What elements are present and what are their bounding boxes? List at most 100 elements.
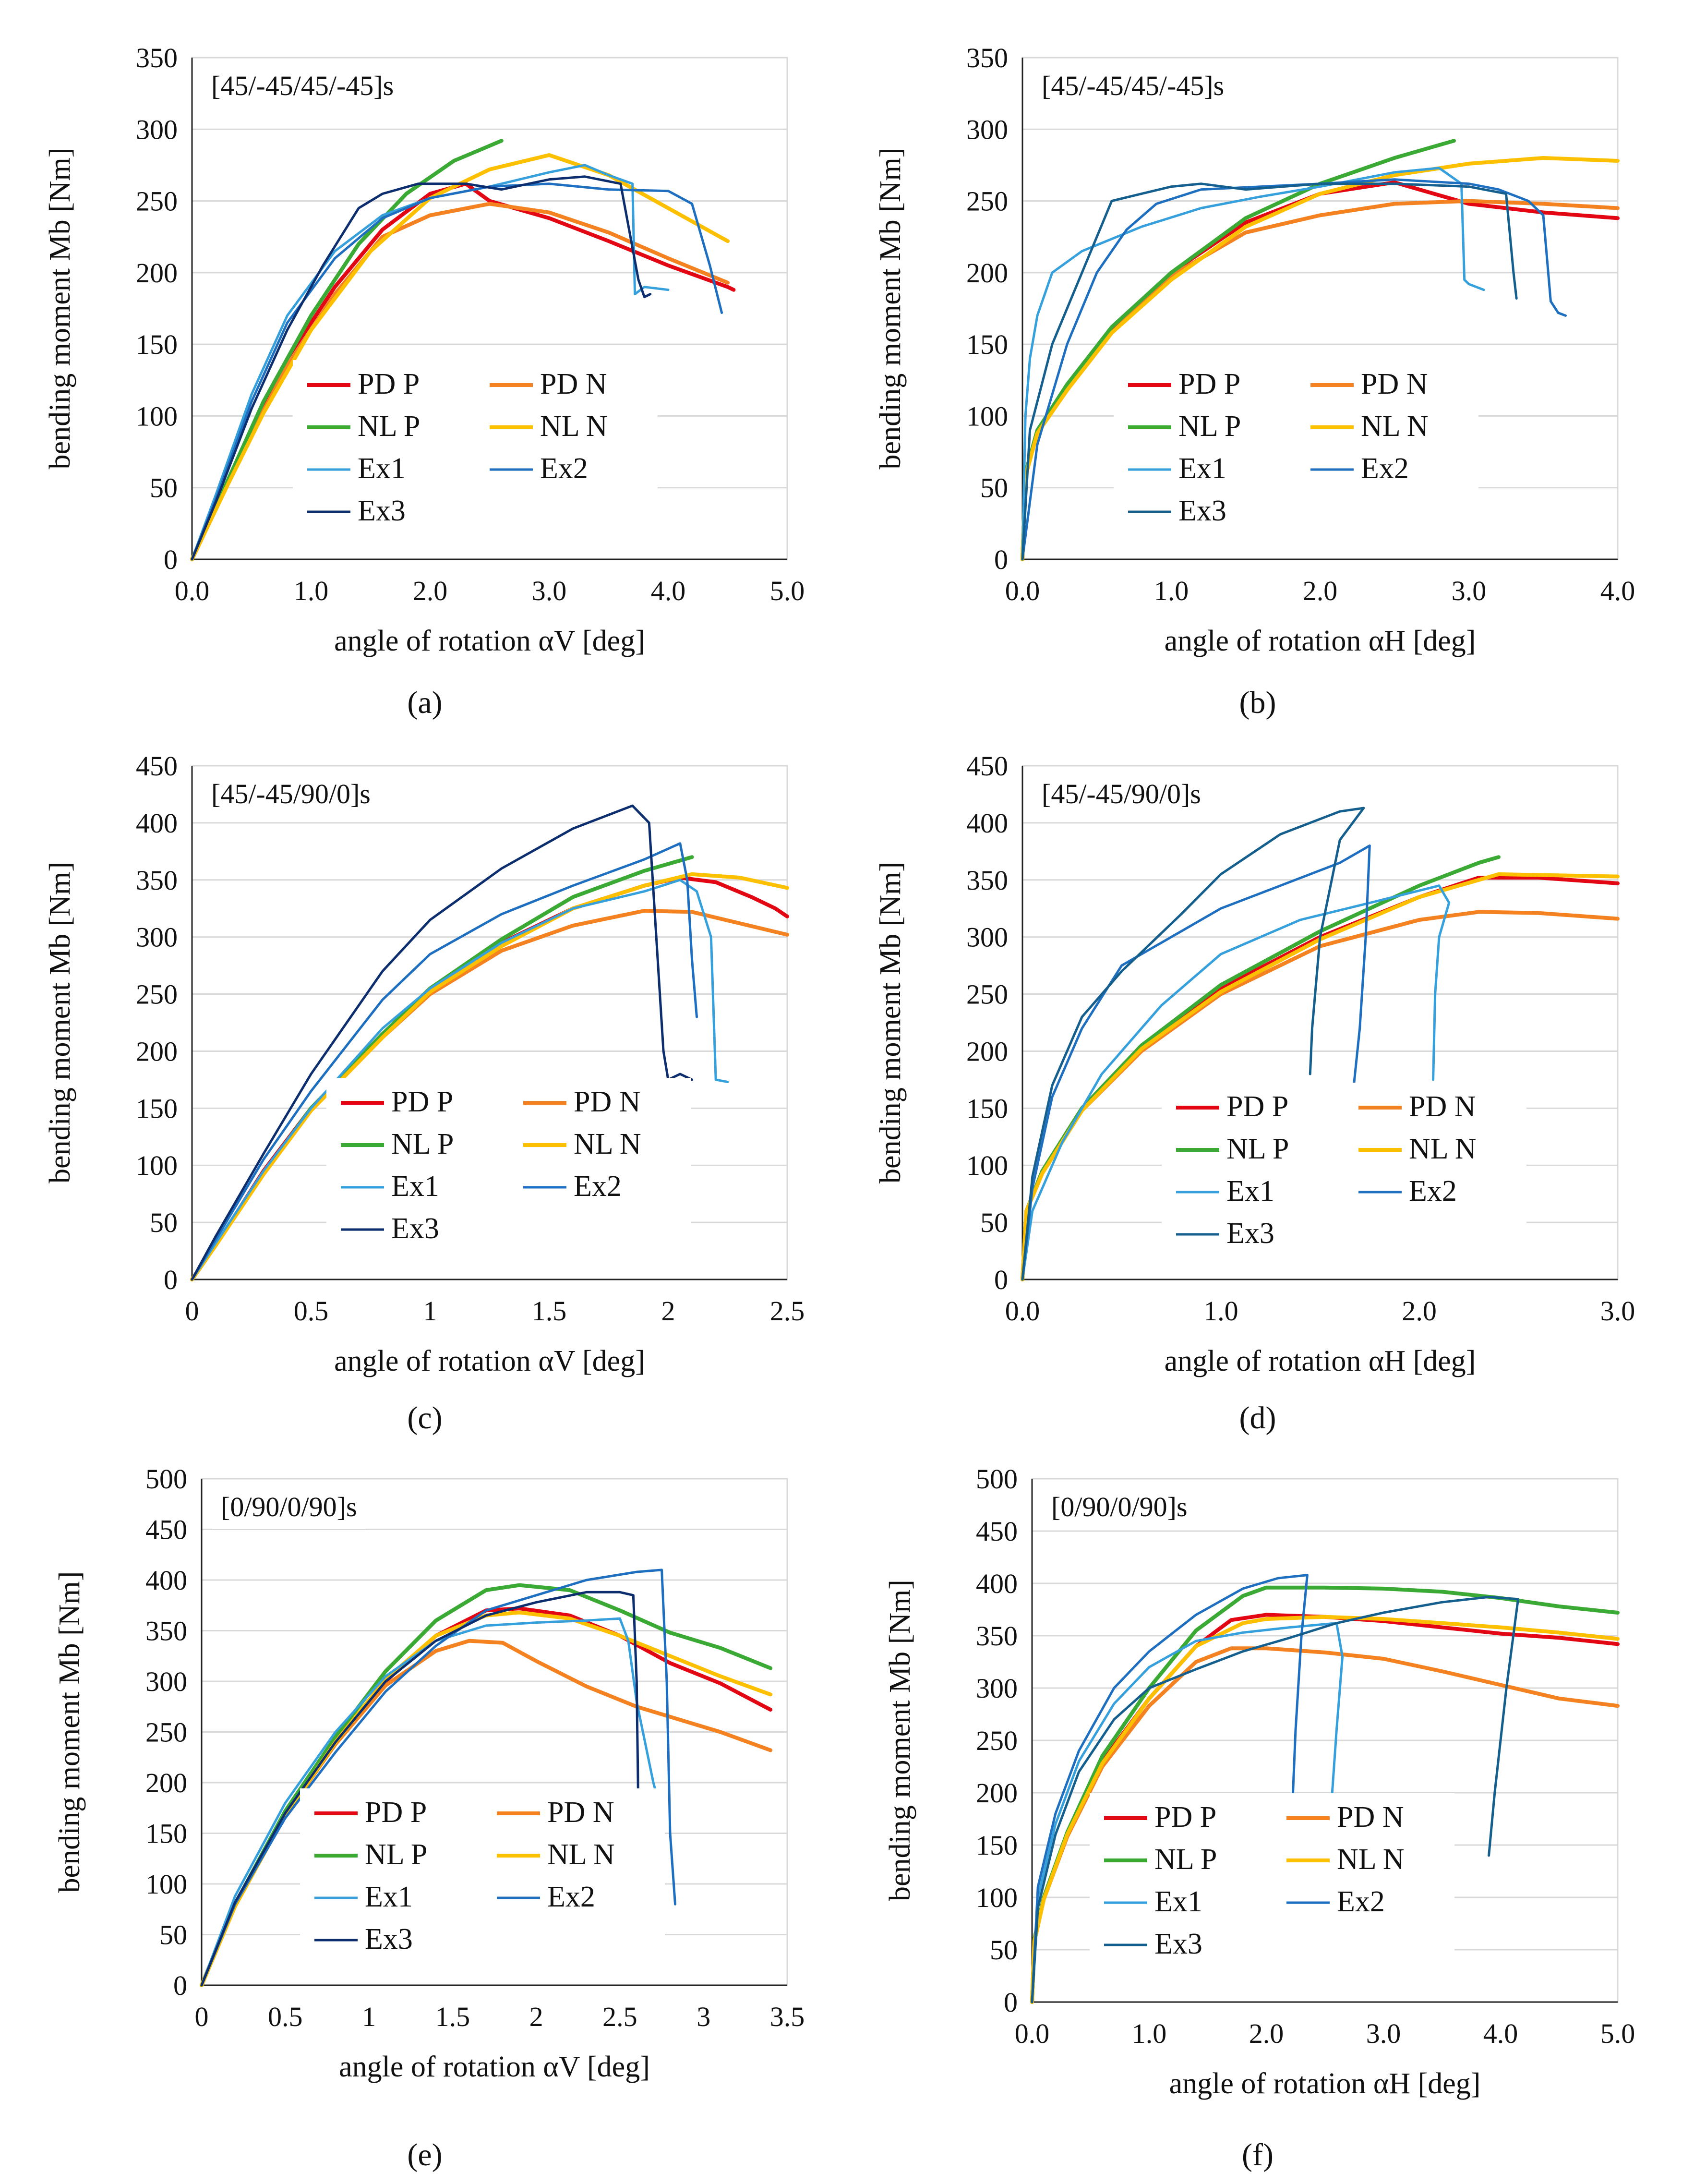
panel-label: (c) <box>407 1400 442 1436</box>
y-tick-label: 0 <box>994 1264 1008 1295</box>
legend-label: NL N <box>547 1838 615 1871</box>
x-tick-label: 0.0 <box>175 575 210 606</box>
y-tick-label: 250 <box>145 1717 187 1748</box>
y-axis-label: bending moment Mb [Nm] <box>44 862 76 1183</box>
y-tick-label: 300 <box>136 922 178 953</box>
x-tick-label: 2.5 <box>602 2001 637 2032</box>
y-tick-label: 150 <box>966 329 1008 360</box>
legend-label: Ex3 <box>391 1212 439 1245</box>
legend-label: Ex2 <box>574 1170 622 1203</box>
legend-label: PD P <box>1178 368 1240 400</box>
legend-label: Ex2 <box>547 1881 595 1913</box>
legend-label: PD P <box>391 1086 453 1118</box>
y-tick-label: 100 <box>966 400 1008 432</box>
x-tick-label: 4.0 <box>1600 575 1635 606</box>
y-tick-label: 350 <box>136 42 178 73</box>
legend-label: NL N <box>1337 1843 1405 1876</box>
legend-label: NL N <box>1409 1133 1477 1165</box>
legend-label: PD P <box>1154 1801 1216 1834</box>
legend-background <box>326 1078 691 1261</box>
y-tick-label: 200 <box>966 1036 1008 1067</box>
x-tick-label: 3.0 <box>1366 2018 1401 2049</box>
chart-title-background <box>1043 1488 1196 1529</box>
legend: PD P PD N NL P NL N Ex1 Ex2 Ex3 <box>326 1078 691 1261</box>
series-line-ex1 <box>1021 167 1485 561</box>
legend: PD P PD N NL P NL N Ex1 Ex2 Ex3 <box>300 1788 665 1972</box>
panel-label: (d) <box>1239 1400 1276 1436</box>
x-tick-label: 3.5 <box>770 2001 805 2032</box>
y-tick-label: 200 <box>136 1036 178 1067</box>
series-line-ex3 <box>200 1591 640 1987</box>
x-axis-label: angle of rotation αV [deg] <box>334 625 645 657</box>
x-tick-label: 3.0 <box>1600 1295 1635 1327</box>
legend-label: Ex3 <box>365 1923 413 1955</box>
legend-label: PD P <box>365 1796 427 1829</box>
y-tick-label: 0 <box>1004 1987 1018 2018</box>
chart-title: [0/90/0/90]s <box>1051 1491 1188 1522</box>
y-tick-label: 50 <box>159 1919 187 1951</box>
chart-panel-f: 0 50 100 150 200 250 300 350 400 450 500 0.0 1.0 2.0 3… <box>884 1463 1635 2172</box>
x-tick-label: 0.0 <box>1005 575 1040 606</box>
series-line-ex3 <box>191 175 652 561</box>
x-tick-label: 1 <box>362 2001 376 2032</box>
chart-title-background <box>203 67 403 108</box>
y-axis-label: bending moment Mb [Nm] <box>874 148 907 470</box>
panel-label: (a) <box>407 685 442 720</box>
chart-panel-a: 0 50 100 150 200 250 300 350 0.0 1.0 2.0 3.0 4.0 5.0 a… <box>44 42 805 720</box>
y-tick-label: 300 <box>976 1673 1018 1704</box>
legend-label: PD N <box>547 1796 614 1829</box>
series-line-ex1 <box>1021 884 1451 1281</box>
x-tick-label: 4.0 <box>1483 2018 1518 2049</box>
legend-label: PD P <box>1226 1090 1288 1123</box>
x-axis-label: angle of rotation αV [deg] <box>334 1345 645 1377</box>
legend: PD P PD N NL P NL N Ex1 Ex2 Ex3 <box>1114 360 1478 543</box>
x-tick-label: 1.0 <box>1132 2018 1167 2049</box>
y-tick-label: 150 <box>145 1818 187 1849</box>
legend-label: Ex1 <box>391 1170 439 1203</box>
y-tick-label: 450 <box>976 1516 1018 1547</box>
legend-background <box>1114 360 1478 543</box>
series-line-nl-p <box>190 139 504 561</box>
y-tick-label: 300 <box>136 114 178 145</box>
y-axis-label: bending moment Mb [Nm] <box>44 148 76 470</box>
series-line-nl-n <box>1030 1615 1620 2004</box>
y-tick-label: 150 <box>976 1830 1018 1861</box>
chart-panel-e: 0 50 100 150 200 250 300 350 400 450 500 0 0.5 1 1.5 2 2… <box>53 1463 805 2172</box>
legend-label: NL P <box>1154 1843 1217 1876</box>
y-tick-label: 250 <box>966 186 1008 217</box>
x-tick-label: 2.0 <box>1249 2018 1284 2049</box>
series-line-ex3 <box>1031 1595 1520 2003</box>
y-tick-label: 400 <box>136 808 178 839</box>
panel-label: (e) <box>407 2137 442 2172</box>
series-line-ex1 <box>191 879 729 1281</box>
chart-title-background <box>203 775 379 816</box>
legend-label: PD N <box>1337 1801 1404 1834</box>
series-line-nl-n <box>190 872 789 1281</box>
x-tick-label: 1.0 <box>294 575 329 606</box>
x-tick-label: 1 <box>423 1295 437 1327</box>
x-tick-label: 1.5 <box>532 1295 567 1327</box>
y-tick-label: 50 <box>990 1934 1018 1966</box>
x-tick-label: 2.0 <box>1303 575 1338 606</box>
legend-label: NL P <box>365 1838 427 1871</box>
y-tick-label: 100 <box>976 1882 1018 1913</box>
x-axis-label: angle of rotation αH [deg] <box>1169 2067 1481 2100</box>
legend-label: Ex2 <box>1409 1175 1457 1207</box>
legend-label: Ex3 <box>1226 1217 1274 1250</box>
y-tick-label: 350 <box>136 865 178 896</box>
series-line-ex2 <box>191 182 723 561</box>
y-tick-label: 350 <box>966 865 1008 896</box>
y-tick-label: 0 <box>164 1264 178 1295</box>
x-tick-label: 1.5 <box>435 2001 470 2032</box>
chart-title-background <box>1033 67 1233 108</box>
legend: PD P PD N NL P NL N Ex1 Ex2 Ex3 <box>1090 1793 1454 1977</box>
series-line-nl-n <box>1021 156 1620 561</box>
y-tick-label: 150 <box>966 1093 1008 1124</box>
y-tick-label: 350 <box>976 1620 1018 1652</box>
x-tick-label: 0.0 <box>1015 2018 1050 2049</box>
y-tick-label: 50 <box>980 1207 1008 1238</box>
legend-label: Ex2 <box>1337 1885 1385 1918</box>
y-tick-label: 200 <box>976 1777 1018 1809</box>
y-axis-label: bending moment Mb [Nm] <box>884 1580 916 1901</box>
series-line-ex3 <box>1021 807 1365 1281</box>
